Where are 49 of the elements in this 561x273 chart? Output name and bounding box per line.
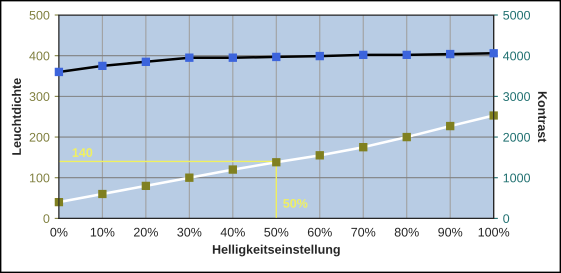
y-tick-label: 300 <box>30 92 50 102</box>
y-tick-label: 200 <box>30 132 50 142</box>
point <box>228 54 237 62</box>
y-tick-label: 400 <box>29 51 50 60</box>
x-tick-label: 20% <box>134 228 158 237</box>
point <box>402 50 411 60</box>
point <box>54 68 64 76</box>
x-tick-label: 80% <box>394 228 419 237</box>
y-tick-label: 500 <box>30 10 50 20</box>
x-tick-label: 90% <box>438 228 462 237</box>
y2-tick-label: 0 <box>503 214 510 224</box>
point <box>490 49 498 58</box>
x-tick-label: 60% <box>308 228 332 237</box>
point <box>316 52 324 60</box>
point <box>446 122 454 130</box>
y2-axis-title: Kontrast <box>538 92 547 142</box>
point <box>359 143 368 152</box>
point <box>185 174 194 182</box>
point <box>98 190 107 198</box>
x-tick-label: 50% <box>264 228 288 237</box>
x-tick-label: 40% <box>220 228 245 237</box>
y2-tick-label: 1000 <box>504 174 530 182</box>
x-tick-label: 70% <box>351 228 376 237</box>
point <box>359 50 368 60</box>
point <box>272 158 280 166</box>
x-axis-title: Helligkeitseinstellung <box>212 244 340 256</box>
point <box>446 50 454 58</box>
y2-tick-label: 4000 <box>502 51 530 60</box>
x-tick-label: 30% <box>177 228 202 237</box>
point <box>142 58 150 66</box>
point <box>54 198 64 206</box>
x-tick-label: 100% <box>478 228 510 237</box>
y2-tick-label: 5000 <box>503 10 530 20</box>
point <box>228 165 237 174</box>
point <box>142 182 150 190</box>
y-tick-label: 100 <box>30 174 50 182</box>
x-tick-label: 10% <box>90 228 114 237</box>
y-axis-title: Leuchtdichte <box>12 78 21 155</box>
point <box>185 54 194 62</box>
point <box>402 132 411 142</box>
ref-line-label: 50% <box>283 198 308 208</box>
point <box>98 62 107 70</box>
x-tick-label: 0% <box>50 228 68 237</box>
y-tick-label: 0 <box>43 214 50 224</box>
y2-tick-label: 2000 <box>503 132 530 142</box>
y2-tick-label: 3000 <box>503 92 530 102</box>
point <box>316 151 324 160</box>
point <box>272 52 280 62</box>
ref-line-label: 140 <box>72 148 92 157</box>
